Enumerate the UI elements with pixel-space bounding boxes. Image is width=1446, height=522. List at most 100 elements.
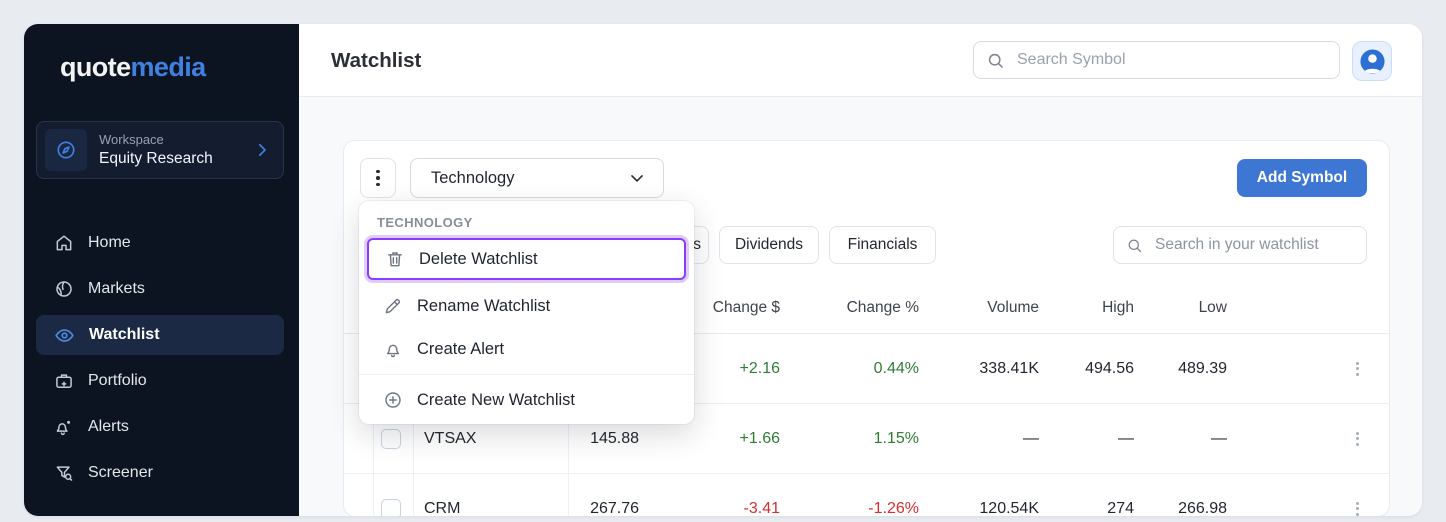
search-icon [1126, 237, 1143, 254]
table-header: Change $ Change % Volume High Low [344, 282, 1389, 334]
column-header[interactable]: Volume [987, 299, 1039, 316]
cell-change: -3.41 [743, 499, 780, 517]
kebab-icon [376, 169, 380, 174]
menu-item-create-alert[interactable]: Create Alert [367, 328, 686, 370]
tab-financials[interactable]: Financials [829, 226, 936, 264]
chevron-down-icon [627, 168, 647, 188]
sidebar: quotemedia Workspace Equity Research Hom… [24, 24, 299, 516]
table-row: CRM 267.76 -3.41 -1.26% 120.54K 274 266.98 [344, 474, 1389, 516]
page-title: Watchlist [331, 48, 422, 72]
bell-icon [383, 339, 403, 359]
row-menu-button[interactable] [1352, 498, 1363, 517]
sidebar-item-home[interactable]: Home [36, 223, 284, 263]
sidebar-item-label: Portfolio [88, 372, 147, 389]
watchlist-card: Technology Add Symbol s Dividends Financi… [343, 140, 1390, 516]
sidebar-item-label: Markets [88, 280, 145, 297]
cell-high: — [1118, 429, 1134, 447]
watchlist-selector[interactable]: Technology [410, 158, 664, 198]
cell-price: 145.88 [590, 429, 639, 447]
menu-divider [359, 374, 694, 375]
row-menu-button[interactable] [1352, 428, 1363, 450]
cell-volume: 338.41K [979, 359, 1039, 377]
row-checkbox[interactable] [381, 498, 401, 516]
checkbox[interactable] [381, 498, 401, 516]
context-menu-section-label: TECHNOLOGY [377, 215, 473, 230]
add-symbol-button[interactable]: Add Symbol [1237, 159, 1367, 197]
cell-high: 494.56 [1085, 359, 1134, 377]
tab-dividends[interactable]: Dividends [719, 226, 819, 264]
cell-low: 266.98 [1178, 499, 1227, 517]
workspace-label: Workspace [99, 131, 164, 147]
workspace-texts: Workspace Equity Research [99, 132, 213, 168]
symbol-search[interactable] [973, 41, 1340, 79]
sidebar-item-label: Screener [88, 464, 153, 481]
workspace-switcher[interactable]: Workspace Equity Research [36, 121, 284, 179]
checkbox[interactable] [381, 428, 401, 449]
trash-icon [385, 249, 405, 269]
cell-change-pct: 1.15% [873, 429, 919, 447]
watchlist-options-button[interactable] [360, 158, 396, 198]
screener-icon [54, 463, 74, 483]
brand-logo-quote: quote [60, 52, 131, 82]
user-avatar-icon [1359, 48, 1385, 74]
user-avatar-button[interactable] [1352, 41, 1392, 81]
column-header[interactable]: Change $ [712, 299, 780, 316]
watchlist-context-menu: TECHNOLOGY Delete Watchlist Rename Watchl… [359, 201, 694, 424]
eye-icon [54, 325, 75, 346]
sidebar-item-watchlist[interactable]: Watchlist [36, 315, 284, 355]
watchlist-selector-value: Technology [431, 168, 515, 187]
menu-item-rename-watchlist[interactable]: Rename Watchlist [367, 285, 686, 327]
cell-low: — [1211, 429, 1227, 447]
portfolio-icon [54, 371, 74, 391]
cell-symbol[interactable]: CRM [424, 499, 461, 517]
brand-logo-media: media [130, 52, 207, 82]
cell-change: +2.16 [739, 359, 780, 377]
alerts-icon [54, 417, 74, 437]
workspace-name: Equity Research [99, 149, 213, 167]
menu-item-delete-watchlist[interactable]: Delete Watchlist [367, 238, 686, 280]
row-menu-button[interactable] [1352, 358, 1363, 380]
cell-high: 274 [1107, 499, 1134, 517]
plus-circle-icon [383, 390, 403, 410]
menu-item-label: Create New Watchlist [417, 390, 576, 409]
brand-logo: quotemedia [60, 52, 206, 83]
cell-volume: 120.54K [979, 499, 1039, 517]
column-header[interactable]: Low [1198, 299, 1227, 316]
app-window: quotemedia Workspace Equity Research Hom… [24, 24, 1422, 516]
cell-symbol[interactable]: VTSAX [424, 429, 477, 447]
cell-volume: — [1023, 429, 1039, 447]
sidebar-item-label: Home [88, 234, 131, 251]
home-icon [54, 233, 74, 253]
watchlist-search-input[interactable] [1153, 235, 1366, 255]
table-row: VTSAX 145.88 +1.66 1.15% — — — [344, 404, 1389, 474]
compass-icon [45, 129, 87, 171]
sidebar-item-portfolio[interactable]: Portfolio [36, 361, 284, 401]
top-header: Watchlist [299, 24, 1422, 97]
cell-change-pct: 0.44% [873, 359, 919, 377]
menu-item-label: Rename Watchlist [417, 296, 551, 315]
menu-item-label: Delete Watchlist [419, 249, 538, 268]
sidebar-item-label: Alerts [88, 418, 129, 435]
cell-change: +1.66 [739, 429, 780, 447]
cell-change-pct: -1.26% [868, 499, 919, 517]
sidebar-nav: Home Markets Watchlist Portfolio Alerts Scree… [36, 223, 284, 499]
watchlist-search[interactable] [1113, 226, 1367, 264]
sidebar-item-screener[interactable]: Screener [36, 453, 284, 493]
main-area: Watchlist [299, 24, 1422, 516]
globe-icon [54, 279, 74, 299]
row-checkbox[interactable] [381, 428, 401, 449]
chevron-right-icon [253, 141, 271, 159]
cell-low: 489.39 [1178, 359, 1227, 377]
sidebar-item-markets[interactable]: Markets [36, 269, 284, 309]
pencil-icon [383, 296, 403, 316]
menu-item-create-new-watchlist[interactable]: Create New Watchlist [367, 379, 686, 421]
symbol-search-input[interactable] [1015, 50, 1327, 70]
sidebar-item-alerts[interactable]: Alerts [36, 407, 284, 447]
sidebar-item-label: Watchlist [89, 326, 160, 343]
search-icon [986, 51, 1005, 70]
column-header[interactable]: Change % [846, 299, 919, 316]
menu-item-label: Create Alert [417, 339, 505, 358]
cell-price: 267.76 [590, 499, 639, 517]
table-body: +2.16 0.44% 338.41K 494.56 489.39 VTSAX 145.88… [344, 334, 1389, 516]
column-header[interactable]: High [1102, 299, 1134, 316]
